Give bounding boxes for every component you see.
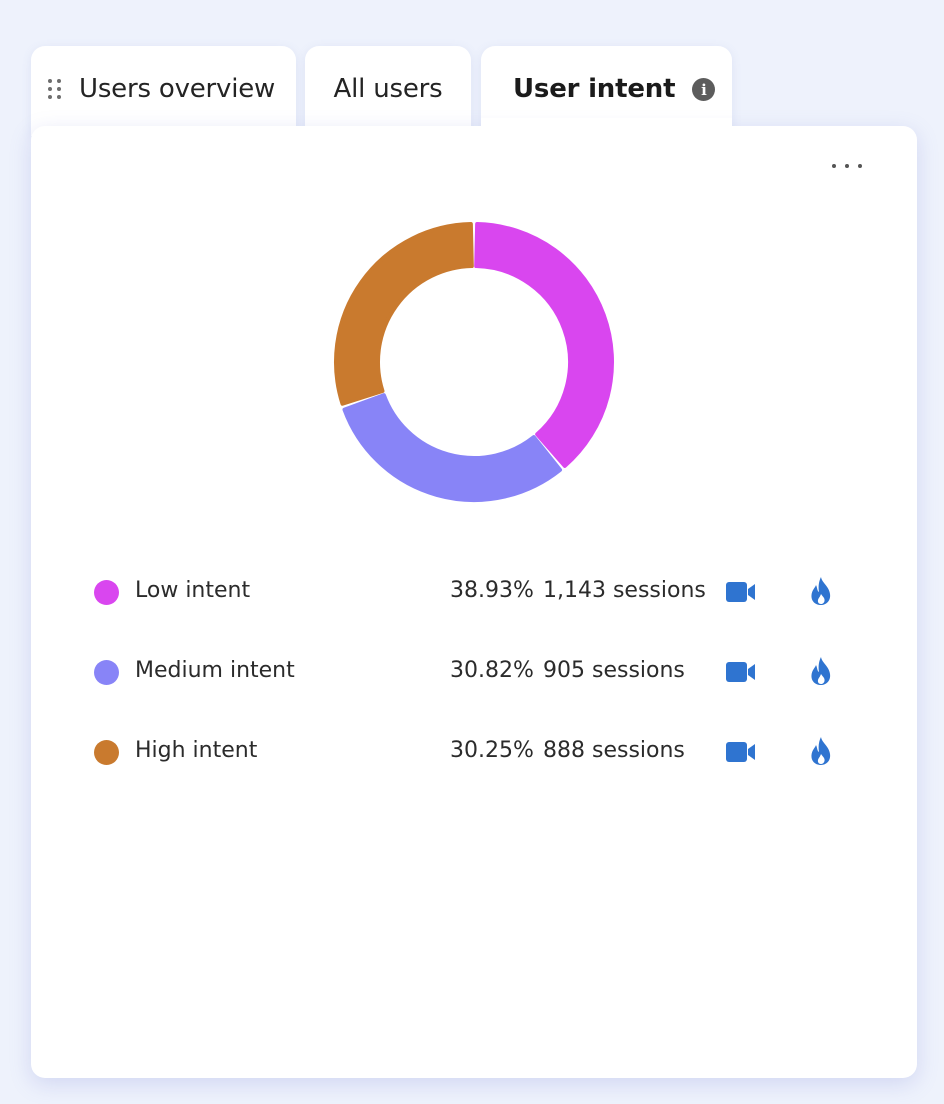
legend-row-medium-intent: Medium intent 30.82% 905 sessions bbox=[94, 646, 874, 726]
legend-sessions: 905 sessions bbox=[543, 658, 685, 683]
donut-segment-high-intent[interactable] bbox=[334, 222, 474, 406]
info-icon[interactable]: i bbox=[692, 78, 716, 101]
video-camera-icon[interactable] bbox=[726, 581, 756, 603]
legend-swatch bbox=[94, 580, 119, 605]
legend: Low intent 38.93% 1,143 sessions Medium … bbox=[94, 566, 874, 806]
legend-percent: 38.93% bbox=[450, 578, 534, 603]
legend-label: Medium intent bbox=[135, 658, 295, 683]
donut-segment-medium-intent[interactable] bbox=[342, 393, 563, 502]
video-camera-icon[interactable] bbox=[726, 741, 756, 763]
flame-icon[interactable] bbox=[809, 656, 833, 686]
legend-label: Low intent bbox=[135, 578, 251, 603]
legend-sessions: 1,143 sessions bbox=[543, 578, 706, 603]
donut-segment-low-intent[interactable] bbox=[474, 222, 614, 468]
video-camera-icon[interactable] bbox=[726, 661, 756, 683]
legend-sessions: 888 sessions bbox=[543, 738, 685, 763]
intent-donut-chart bbox=[334, 222, 614, 502]
flame-icon[interactable] bbox=[809, 576, 833, 606]
tab-users-overview[interactable]: Users overview bbox=[31, 46, 296, 136]
tab-label: All users bbox=[333, 74, 443, 104]
legend-swatch bbox=[94, 660, 119, 685]
legend-swatch bbox=[94, 740, 119, 765]
legend-row-high-intent: High intent 30.25% 888 sessions bbox=[94, 726, 874, 806]
tab-label: User intent bbox=[513, 74, 676, 104]
flame-icon[interactable] bbox=[809, 736, 833, 766]
more-options-button[interactable] bbox=[827, 154, 867, 178]
tab-label: Users overview bbox=[79, 74, 276, 104]
legend-percent: 30.25% bbox=[450, 738, 534, 763]
drag-handle-icon[interactable] bbox=[48, 79, 62, 99]
active-tab-merge bbox=[481, 118, 732, 142]
user-intent-card: Low intent 38.93% 1,143 sessions Medium … bbox=[31, 126, 917, 1078]
legend-percent: 30.82% bbox=[450, 658, 534, 683]
tab-all-users[interactable]: All users bbox=[305, 46, 471, 136]
legend-row-low-intent: Low intent 38.93% 1,143 sessions bbox=[94, 566, 874, 646]
legend-label: High intent bbox=[135, 738, 258, 763]
